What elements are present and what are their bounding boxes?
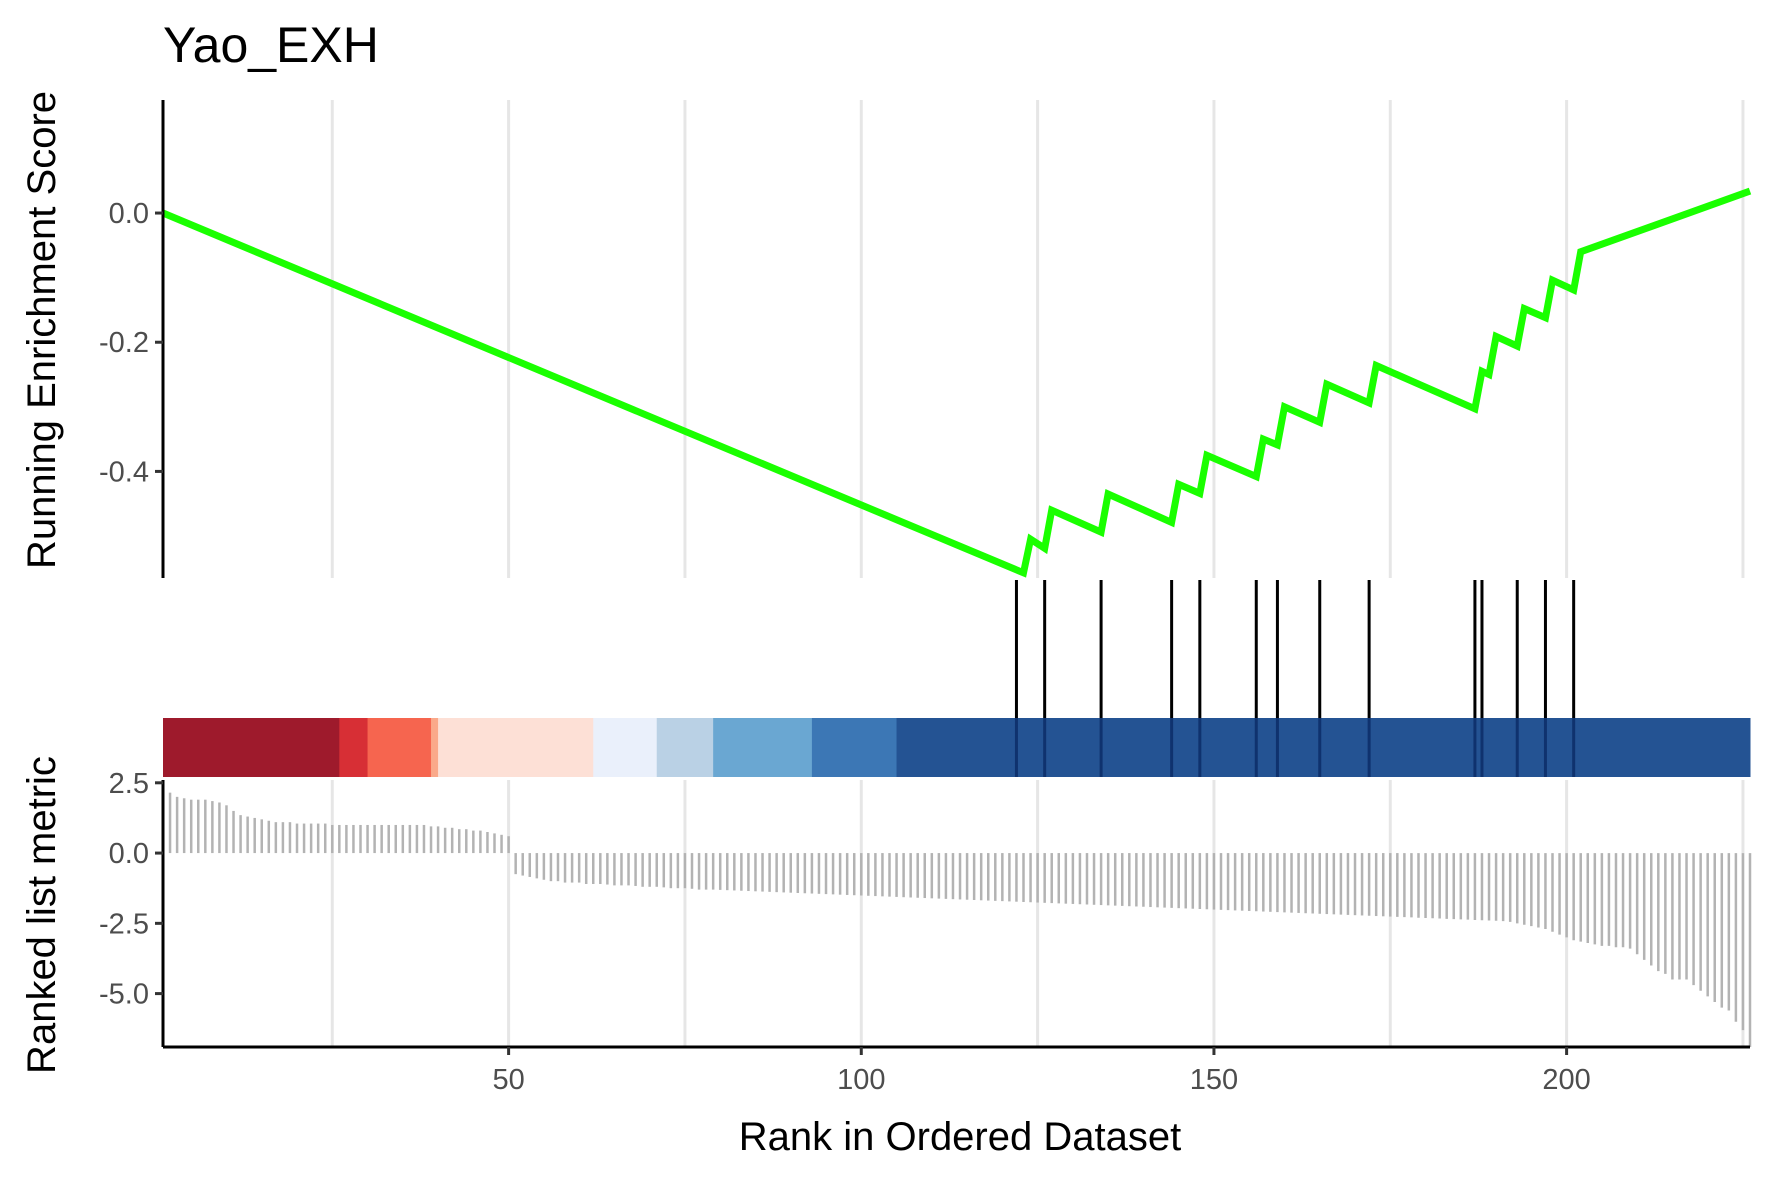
color-strip-segment-6 bbox=[656, 718, 714, 777]
enrichment-score-curve bbox=[161, 187, 1752, 578]
enrichment-panel bbox=[161, 187, 1752, 578]
color-strip-segment-1 bbox=[339, 718, 369, 777]
x-axis-title: Rank in Ordered Dataset bbox=[739, 1115, 1181, 1159]
x-tick-label-1: 100 bbox=[837, 1064, 885, 1096]
ranked-metric-bars bbox=[161, 791, 1752, 1047]
axes: 0.0 -0.2 -0.4 2.5 0.0 -2.5 -5.0 50 100 150 200 bbox=[99, 100, 1750, 1096]
x-tick-label-2: 150 bbox=[1190, 1064, 1238, 1096]
color-strip bbox=[163, 718, 1751, 777]
x-tick-label-0: 50 bbox=[492, 1064, 524, 1096]
color-strip-segment-3 bbox=[431, 718, 439, 777]
color-strip-segment-8 bbox=[811, 718, 898, 777]
color-strip-segment-4 bbox=[438, 718, 594, 777]
color-strip-segment-7 bbox=[713, 718, 813, 777]
metric-y-tick-label-0: 2.5 bbox=[109, 768, 149, 800]
color-strip-segment-9 bbox=[896, 718, 1751, 777]
enrichment-y-tick-label-2: -0.4 bbox=[99, 456, 149, 488]
color-strip-segment-2 bbox=[367, 718, 432, 777]
metric-y-tick-label-3: -5.0 bbox=[99, 979, 149, 1011]
enrichment-y-axis-title: Running Enrichment Score bbox=[20, 91, 64, 569]
metric-y-axis-title: Ranked list metric bbox=[20, 756, 64, 1074]
metric-y-tick-label-1: 0.0 bbox=[109, 838, 149, 870]
color-strip-segment-5 bbox=[593, 718, 658, 777]
color-strip-segment-0 bbox=[163, 718, 340, 777]
enrichment-y-tick-label-0: 0.0 bbox=[109, 198, 149, 230]
x-tick-label-3: 200 bbox=[1542, 1064, 1590, 1096]
chart-title: Yao_EXH bbox=[163, 17, 379, 73]
enrichment-y-tick-label-1: -0.2 bbox=[99, 327, 149, 359]
metric-y-tick-label-2: -2.5 bbox=[99, 908, 149, 940]
